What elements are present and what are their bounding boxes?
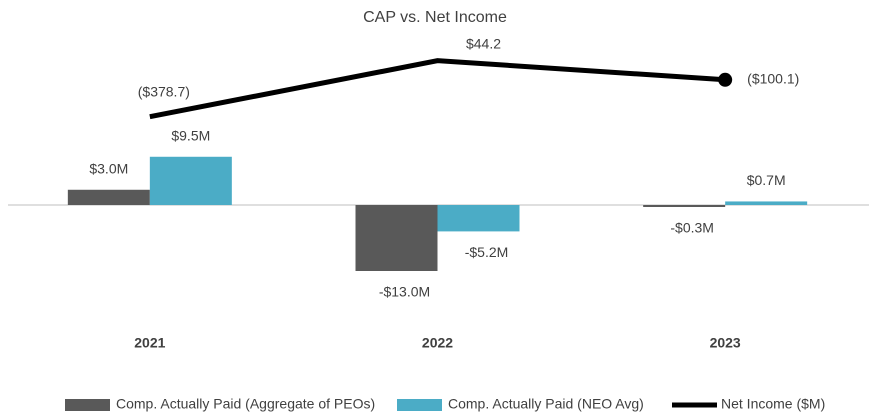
legend-label: Comp. Actually Paid (NEO Avg) — [448, 396, 644, 412]
bar — [725, 201, 808, 205]
x-tick-label: 2023 — [710, 335, 741, 351]
data-label: $9.5M — [171, 127, 210, 143]
x-tick-label: 2021 — [134, 335, 165, 351]
data-label: $44.2 — [466, 35, 501, 51]
data-label: -$0.3M — [670, 220, 714, 236]
legend-label: Comp. Actually Paid (Aggregate of PEOs) — [116, 396, 375, 412]
bar — [149, 156, 232, 205]
bar — [355, 205, 438, 271]
chart-title: CAP vs. Net Income — [363, 9, 507, 26]
line-marker — [718, 72, 733, 87]
legend-swatch — [65, 399, 110, 411]
data-label: ($378.7) — [138, 83, 190, 99]
legend-label: Net Income ($M) — [721, 396, 825, 412]
data-label: $0.7M — [747, 172, 786, 188]
data-label: ($100.1) — [747, 70, 799, 86]
data-label: -$5.2M — [465, 244, 509, 260]
data-label: $3.0M — [89, 160, 128, 176]
bar — [643, 205, 726, 207]
bar — [437, 205, 520, 232]
data-label: -$13.0M — [379, 284, 430, 300]
legend-swatch — [397, 399, 442, 411]
x-tick-label: 2022 — [422, 335, 453, 351]
bar — [67, 189, 150, 205]
line — [149, 58, 726, 120]
